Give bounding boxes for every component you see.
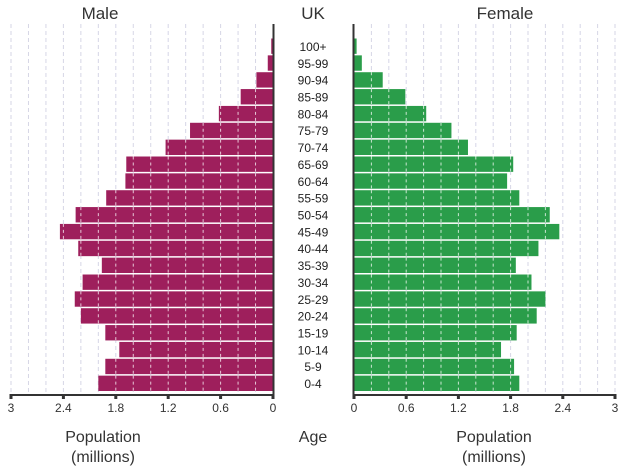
female-xaxis-label-line1: Population	[456, 429, 532, 446]
female-x-tick	[352, 394, 356, 399]
female-xaxis-label-line2: (millions)	[462, 449, 526, 466]
male-bar	[101, 257, 274, 273]
female-x-tick-label: 0	[351, 401, 358, 415]
male-bar	[218, 105, 273, 122]
male-bar	[80, 308, 273, 324]
female-bar	[354, 325, 517, 341]
bars	[59, 38, 560, 391]
male-x-tick	[114, 394, 118, 399]
female-x-tick-label: 1.2	[450, 401, 467, 415]
age-category-label: 90-94	[298, 74, 329, 88]
age-category-label: 95-99	[298, 57, 329, 71]
age-category-label: 35-39	[298, 259, 329, 273]
male-bar	[271, 38, 273, 54]
female-bar	[354, 274, 532, 290]
male-bar	[240, 89, 273, 105]
male-bar	[126, 156, 273, 172]
age-category-label: 85-89	[298, 91, 329, 105]
female-bar	[354, 358, 515, 375]
female-bar	[354, 240, 539, 257]
male-x-tick-label: 0	[270, 401, 277, 415]
male-x-tick-label: 3	[8, 401, 15, 415]
female-bar	[354, 105, 427, 122]
female-bar	[354, 190, 520, 206]
age-category-label: 50-54	[298, 209, 329, 223]
male-bar	[78, 240, 273, 257]
female-x-tick	[613, 394, 617, 399]
age-category-label: 30-34	[298, 276, 329, 290]
male-x-tick-label: 1.2	[160, 401, 177, 415]
male-bar	[190, 122, 273, 139]
age-axis-label: Age	[299, 429, 328, 446]
female-x-tick	[404, 394, 408, 399]
bar-overlay-gridlines	[62, 72, 546, 391]
age-category-label: 80-84	[298, 107, 329, 121]
male-xaxis-label-line1: Population	[65, 429, 141, 446]
male-x-tick	[9, 394, 13, 399]
age-category-label: 10-14	[298, 343, 329, 357]
labels: Male UK Female Population (millions) Age…	[65, 4, 533, 466]
male-x-tick	[219, 394, 223, 399]
female-bar	[354, 207, 550, 223]
age-category-label: 55-59	[298, 192, 329, 206]
male-bar	[256, 72, 273, 88]
age-category-label: 100+	[299, 40, 326, 54]
age-category-label: 60-64	[298, 175, 329, 189]
age-category-label: 0-4	[304, 377, 322, 391]
female-bar	[354, 257, 516, 273]
female-panel-title: Female	[477, 4, 534, 23]
female-bar	[354, 156, 514, 172]
age-category-label: 65-69	[298, 158, 329, 172]
male-bar	[74, 291, 274, 307]
female-bar	[354, 38, 357, 54]
female-bar	[354, 72, 383, 88]
age-category-label: 15-19	[298, 327, 329, 341]
female-bar	[354, 122, 452, 139]
male-x-tick-label: 0.6	[212, 401, 229, 415]
female-bar	[354, 139, 468, 155]
female-x-tick	[509, 394, 513, 399]
female-x-tick-label: 3	[612, 401, 619, 415]
age-category-label: 25-29	[298, 293, 329, 307]
age-category-label: 20-24	[298, 310, 329, 324]
female-bar	[354, 55, 362, 71]
male-x-tick	[166, 394, 170, 399]
age-category-label: 45-49	[298, 225, 329, 239]
female-bar	[354, 291, 546, 307]
age-category-label: 40-44	[298, 242, 329, 256]
female-bar	[354, 341, 502, 358]
male-bar	[125, 173, 273, 189]
male-bar	[105, 358, 273, 375]
chart-title: UK	[301, 4, 325, 23]
age-category-label: 70-74	[298, 141, 329, 155]
axes: 0 0 0.6 0.6 1.2 1.2 1.8 1.8 2.4 2.4 3 3	[8, 24, 619, 415]
male-bar	[106, 190, 274, 206]
male-bar	[82, 274, 273, 290]
female-x-tick-label: 2.4	[554, 401, 571, 415]
male-bar	[105, 325, 273, 341]
female-x-tick	[561, 394, 565, 399]
male-x-tick-label: 2.4	[55, 401, 72, 415]
age-category-label: 5-9	[304, 360, 322, 374]
male-bar	[165, 139, 273, 155]
male-x-tick-label: 1.8	[107, 401, 124, 415]
female-bar	[354, 308, 537, 324]
male-x-tick	[271, 394, 275, 399]
female-x-tick	[456, 394, 460, 399]
female-bar	[354, 173, 508, 189]
male-x-tick	[61, 394, 65, 399]
male-bar	[267, 55, 273, 71]
female-bar	[354, 223, 560, 240]
male-bar	[59, 223, 274, 240]
female-bar	[354, 375, 520, 391]
age-category-label: 75-79	[298, 124, 329, 138]
male-bar	[119, 341, 273, 358]
female-x-tick-label: 1.8	[502, 401, 519, 415]
male-xaxis-label-line2: (millions)	[71, 449, 135, 466]
male-panel-title: Male	[82, 4, 119, 23]
female-x-tick-label: 0.6	[398, 401, 415, 415]
female-bar	[354, 89, 406, 105]
male-bar	[75, 207, 273, 223]
